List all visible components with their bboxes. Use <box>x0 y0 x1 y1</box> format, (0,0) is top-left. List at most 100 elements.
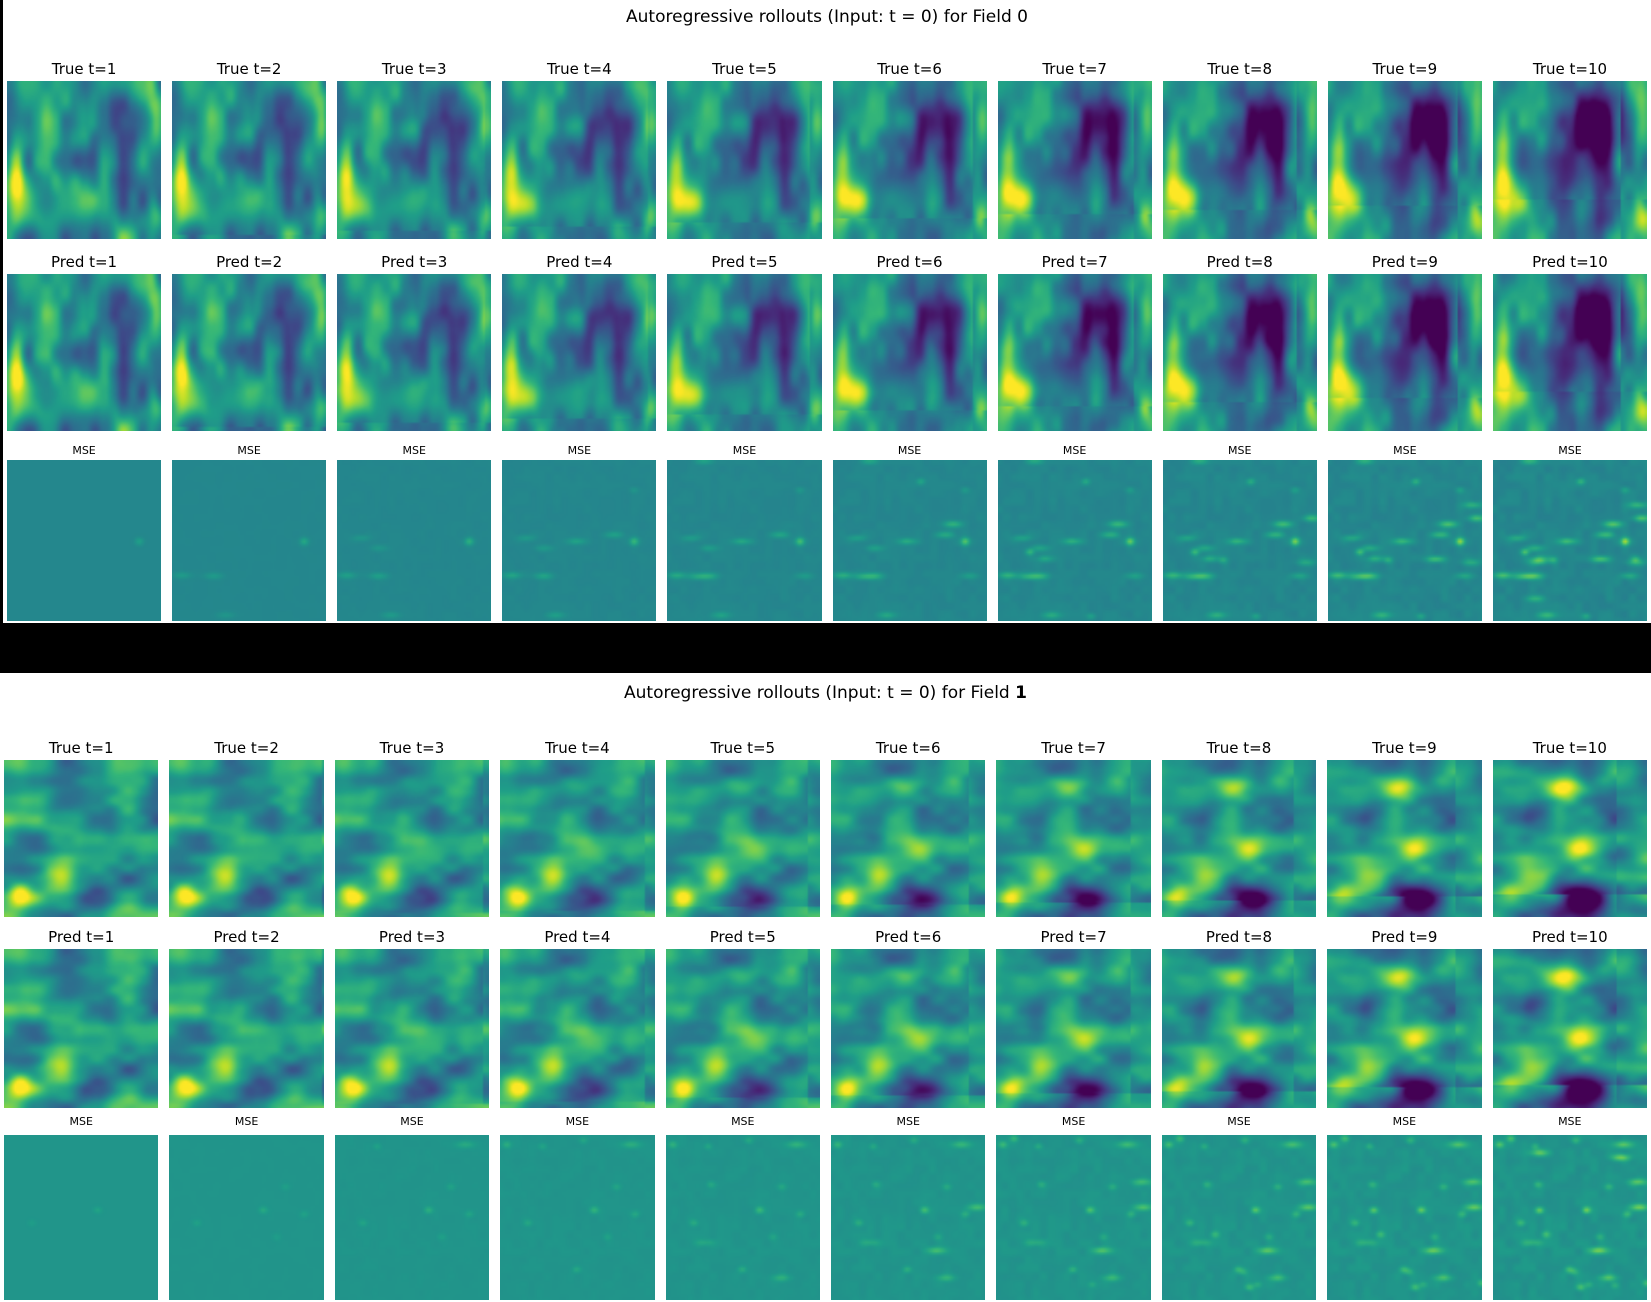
mse-heatmap-image-t7 <box>996 1135 1151 1300</box>
mse-heatmap-image-t8 <box>1162 460 1317 621</box>
figure-field-1: Autoregressive rollouts (Input: t = 0) f… <box>0 673 1651 1300</box>
mse-panel-t3-field1: MSE <box>334 1115 490 1300</box>
true-panel-label: True t=6 <box>877 60 942 78</box>
figure-field-0: Autoregressive rollouts (Input: t = 0) f… <box>0 0 1651 623</box>
true-heatmap-image-t4 <box>500 760 655 917</box>
true-panel-t10-field0: True t=10 <box>1492 60 1647 239</box>
true-panel-label: True t=5 <box>710 739 776 757</box>
true-heatmap-image-t3 <box>334 760 490 917</box>
true-heatmap-image-t4 <box>502 81 657 239</box>
mse-panel-t2-field0: MSE <box>172 444 327 621</box>
true-panel-t8-field0: True t=8 <box>1162 60 1317 239</box>
pred-panel-label: Pred t=5 <box>711 253 778 271</box>
pred-panel-label: Pred t=9 <box>1371 253 1438 271</box>
true-panel-label: True t=1 <box>48 739 114 757</box>
true-heatmap-image-t5 <box>665 760 820 917</box>
mse-heatmap-image-t7 <box>997 460 1152 621</box>
true-heatmap-image-t10 <box>1492 81 1647 239</box>
pred-panel-label: Pred t=7 <box>1041 253 1108 271</box>
pred-heatmap-image-t9 <box>1327 949 1482 1108</box>
mse-panel-label: MSE <box>1558 1115 1582 1128</box>
true-panel-t4-field1: True t=4 <box>500 739 655 917</box>
true-panel-t2-field0: True t=2 <box>172 60 327 239</box>
true-heatmap-image-t7 <box>997 81 1152 239</box>
true-heatmap-image-t1 <box>4 760 159 917</box>
true-panel-t5-field1: True t=5 <box>665 739 820 917</box>
pred-panel-t2-field0: Pred t=2 <box>172 253 327 431</box>
pred-heatmap-image-t4 <box>500 949 655 1108</box>
mse-panel-label: MSE <box>567 444 592 457</box>
true-heatmap-image-t6 <box>832 81 987 239</box>
true-heatmap-row: True t=1 True t=2 True t=3 True t=4 True t=5… <box>0 739 1651 917</box>
mse-panel-label: MSE <box>69 1115 93 1128</box>
mse-heatmap-image-t10 <box>1492 460 1647 621</box>
pred-panel-label: Pred t=2 <box>213 928 280 946</box>
mse-panel-t10-field1: MSE <box>1492 1115 1647 1300</box>
mse-panel-label: MSE <box>1393 444 1417 457</box>
true-panel-label: True t=2 <box>214 739 279 757</box>
pred-panel-label: Pred t=1 <box>48 928 115 946</box>
true-heatmap-image-t8 <box>1161 760 1317 917</box>
true-panel-label: True t=3 <box>379 739 445 757</box>
true-panel-t1-field0: True t=1 <box>7 60 162 239</box>
mse-heatmap-image-t1 <box>7 460 162 621</box>
figure-title-prefix: Autoregressive rollouts (Input: t = 0) f… <box>624 683 1016 703</box>
pred-heatmap-image-t10 <box>1492 274 1647 431</box>
pred-panel-label: Pred t=4 <box>544 928 611 946</box>
true-panel-label: True t=9 <box>1372 60 1438 78</box>
pred-heatmap-image-t4 <box>502 274 657 431</box>
pred-panel-label: Pred t=7 <box>1040 928 1107 946</box>
true-heatmap-image-t1 <box>7 81 162 239</box>
pred-panel-t9-field1: Pred t=9 <box>1327 928 1482 1108</box>
true-heatmap-image-t2 <box>172 81 327 239</box>
pred-heatmap-image-t2 <box>172 274 327 431</box>
true-panel-label: True t=9 <box>1372 739 1437 757</box>
true-panel-label: True t=4 <box>545 739 610 757</box>
true-heatmap-image-t10 <box>1492 760 1647 917</box>
mse-panel-t1-field0: MSE <box>7 444 162 621</box>
true-panel-label: True t=5 <box>712 60 777 78</box>
pred-panel-t8-field0: Pred t=8 <box>1162 253 1317 431</box>
true-heatmap-image-t9 <box>1327 760 1482 917</box>
mse-heatmap-image-t2 <box>172 460 327 621</box>
pred-panel-t9-field0: Pred t=9 <box>1327 253 1482 431</box>
true-panel-label: True t=10 <box>1532 739 1607 757</box>
pred-panel-t1-field0: Pred t=1 <box>7 253 162 431</box>
mse-panel-label: MSE <box>565 1115 590 1128</box>
pred-panel-t6-field1: Pred t=6 <box>830 928 986 1108</box>
true-panel-label: True t=4 <box>547 60 612 78</box>
mse-panel-label: MSE <box>237 444 261 457</box>
mse-panel-t5-field1: MSE <box>665 1115 820 1300</box>
figure-title-field-0: Autoregressive rollouts (Input: t = 0) f… <box>3 0 1651 28</box>
pred-heatmap-image-t8 <box>1161 949 1317 1108</box>
mse-panel-label: MSE <box>1228 444 1252 457</box>
mse-heatmap-image-t6 <box>832 460 987 621</box>
pred-heatmap-image-t10 <box>1492 949 1647 1108</box>
mse-panel-label: MSE <box>1062 444 1087 457</box>
pred-panel-label: Pred t=9 <box>1371 928 1438 946</box>
mse-panel-label: MSE <box>731 1115 755 1128</box>
mse-panel-t3-field0: MSE <box>337 444 492 621</box>
pred-heatmap-image-t3 <box>334 949 490 1108</box>
true-panel-label: True t=8 <box>1207 60 1273 78</box>
pred-heatmap-row: Pred t=1 Pred t=2 Pred t=3 Pred t=4 Pred t=5… <box>0 928 1651 1108</box>
mse-panel-t4-field1: MSE <box>500 1115 655 1300</box>
mse-panel-t8-field0: MSE <box>1162 444 1317 621</box>
mse-panel-label: MSE <box>732 444 757 457</box>
mse-heatmap-image-t4 <box>502 460 657 621</box>
mse-heatmap-image-t9 <box>1327 1135 1482 1300</box>
pred-heatmap-row: Pred t=1 Pred t=2 Pred t=3 Pred t=4 Pred t=5… <box>3 253 1651 431</box>
mse-panel-t8-field1: MSE <box>1161 1115 1317 1300</box>
pred-panel-label: Pred t=3 <box>381 253 448 271</box>
pred-heatmap-image-t9 <box>1327 274 1482 431</box>
mse-panel-label: MSE <box>897 444 922 457</box>
true-panel-label: True t=10 <box>1532 60 1608 78</box>
pred-panel-label: Pred t=10 <box>1532 253 1608 271</box>
mse-panel-label: MSE <box>1558 444 1582 457</box>
true-panel-label: True t=2 <box>216 60 282 78</box>
pred-panel-t10-field1: Pred t=10 <box>1492 928 1647 1108</box>
mse-panel-t6-field1: MSE <box>830 1115 986 1300</box>
pred-panel-label: Pred t=3 <box>378 928 446 946</box>
mse-panel-t10-field0: MSE <box>1492 444 1647 621</box>
mse-panel-label: MSE <box>1392 1115 1417 1128</box>
